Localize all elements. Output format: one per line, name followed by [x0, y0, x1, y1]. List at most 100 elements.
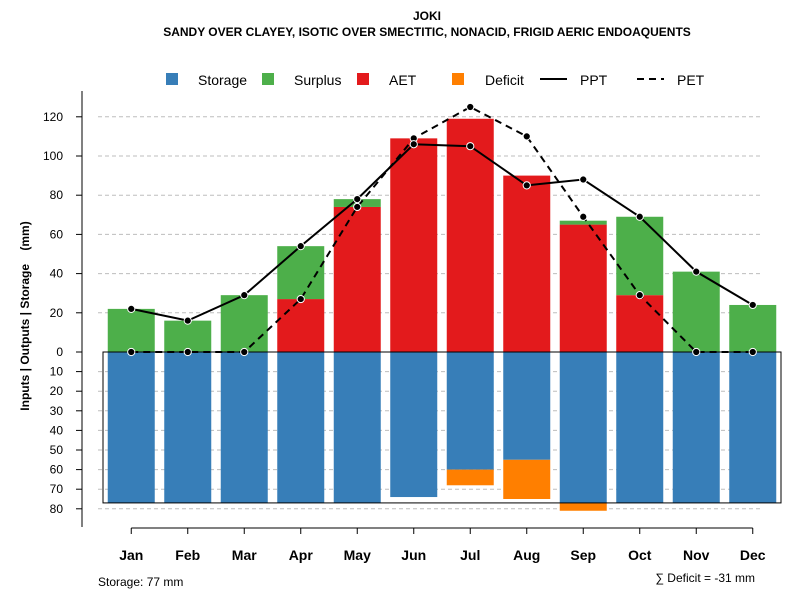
chart-subtitle: SANDY OVER CLAYEY, ISOTIC OVER SMECTITIC…	[163, 25, 691, 39]
bars	[102, 118, 782, 511]
x-tick-label: Jul	[460, 547, 480, 563]
y-tick-label: 60	[50, 227, 64, 241]
y-axis-label: Inputs | Outputs | Storage (mm)	[18, 221, 32, 410]
legend-swatch-aet	[357, 73, 369, 85]
storage-bar	[729, 352, 777, 503]
ppt-point	[409, 140, 418, 149]
pet-point	[579, 212, 588, 221]
aet-bar	[277, 299, 325, 352]
legend-swatch-storage	[166, 73, 178, 85]
aet-bar	[333, 206, 381, 352]
legend: Storage Surplus AET Deficit PPT PET	[166, 72, 705, 88]
storage-bar	[559, 352, 607, 503]
surplus-bar	[220, 295, 268, 352]
surplus-bar	[616, 216, 664, 296]
y-tick-label: 10	[50, 365, 64, 379]
y-tick-label: 40	[50, 423, 64, 437]
ppt-point	[183, 316, 192, 325]
aet-bar	[616, 295, 664, 352]
pet-point	[127, 347, 136, 357]
aet-bar	[446, 118, 494, 352]
legend-swatch-deficit	[452, 73, 464, 85]
x-tick-label: Mar	[232, 547, 257, 563]
pet-line	[131, 105, 753, 353]
surplus-bar	[107, 308, 155, 352]
x-tick-label: Jun	[401, 547, 426, 563]
chart-title: JOKI	[413, 9, 441, 23]
legend-label-pet: PET	[677, 72, 705, 88]
deficit-bar	[559, 502, 607, 511]
storage-footer: Storage: 77 mm	[98, 575, 183, 589]
y-tick-label: 70	[50, 482, 64, 496]
pet-point	[240, 347, 249, 357]
x-tick-label: Aug	[513, 547, 540, 563]
deficit-bar	[446, 469, 494, 486]
pet-point	[692, 347, 701, 357]
ppt-point	[127, 304, 136, 313]
pet-point	[522, 132, 531, 141]
storage-bar	[220, 352, 268, 503]
legend-label-deficit: Deficit	[485, 72, 524, 88]
x-tick-label: Sep	[570, 547, 596, 563]
x-tick-label: Dec	[740, 547, 766, 563]
storage-bar	[164, 352, 212, 503]
storage-bar	[277, 352, 325, 503]
y-tick-label: 20	[50, 306, 64, 320]
storage-bar	[333, 352, 381, 503]
y-tick-label: 80	[50, 188, 64, 202]
pet-point	[353, 202, 362, 212]
aet-bar	[503, 175, 551, 352]
deficit-bar	[503, 459, 551, 499]
x-tick-label: Nov	[683, 547, 710, 563]
ppt-point	[296, 242, 305, 251]
surplus-bar	[164, 320, 212, 352]
series-lines	[127, 102, 757, 357]
axes: 0 20 40 60 80 100 120 10 20 30 40 50 60 70 80 Jan Feb Mar…	[43, 91, 766, 563]
pet-point	[748, 347, 757, 357]
y-tick-label: 30	[50, 404, 64, 418]
surplus-bar	[559, 220, 607, 225]
storage-bar	[503, 352, 551, 460]
y-tick-label: 0	[56, 345, 63, 359]
ppt-line	[131, 143, 754, 322]
storage-bar	[446, 352, 494, 470]
ppt-point	[353, 195, 362, 204]
y-tick-label: 60	[50, 463, 64, 477]
storage-bar	[107, 352, 155, 503]
y-tick-label: 80	[50, 502, 64, 516]
ppt-point	[635, 212, 644, 221]
legend-label-ppt: PPT	[580, 72, 608, 88]
legend-label-aet: AET	[389, 72, 417, 88]
x-tick-label: Jan	[119, 547, 143, 563]
x-tick-label: Feb	[175, 547, 200, 563]
surplus-bar	[672, 271, 720, 352]
ppt-point	[240, 291, 249, 300]
legend-swatch-surplus	[262, 73, 274, 85]
ppt-point	[579, 175, 588, 184]
deficit-footer: ∑ Deficit = -31 mm	[655, 571, 755, 585]
pet-point	[296, 294, 305, 304]
y-tick-label: 20	[50, 384, 64, 398]
storage-capacity-frame	[102, 351, 782, 504]
storage-bar	[616, 352, 664, 503]
legend-label-storage: Storage	[198, 72, 247, 88]
x-tick-label: Apr	[289, 547, 314, 563]
legend-label-surplus: Surplus	[294, 72, 341, 88]
pet-point	[466, 102, 475, 112]
y-tick-label: 50	[50, 443, 64, 457]
y-tick-label: 40	[50, 267, 64, 281]
ppt-point	[748, 300, 757, 310]
storage-bar	[390, 352, 438, 498]
ppt-point	[522, 181, 531, 190]
aet-bar	[559, 224, 607, 352]
y-tick-label: 120	[43, 110, 63, 124]
surplus-bar	[729, 304, 777, 352]
storage-bar	[672, 352, 720, 503]
pet-point	[183, 347, 192, 357]
pet-point	[635, 291, 644, 300]
x-tick-label: Oct	[628, 547, 652, 563]
x-tick-label: May	[344, 547, 371, 563]
ppt-point	[692, 267, 701, 276]
ppt-point	[466, 142, 475, 151]
